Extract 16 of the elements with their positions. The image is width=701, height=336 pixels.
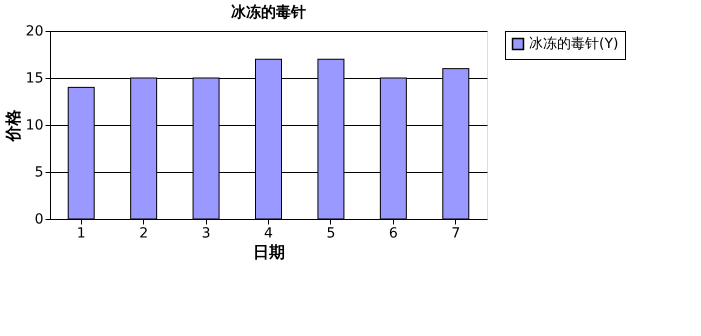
- x-tick-label: 3: [202, 226, 211, 242]
- x-axis-title: 日期: [253, 242, 285, 262]
- y-axis-title: 价格: [4, 108, 23, 142]
- y-tick-label: 5: [34, 164, 44, 180]
- x-tick-label: 1: [76, 226, 86, 242]
- y-tick-label: 10: [26, 118, 44, 134]
- x-tick-label: 4: [264, 226, 274, 242]
- legend-label: 冰冻的毒针(Y): [529, 36, 618, 52]
- x-tick-label: 6: [388, 226, 398, 242]
- chart-title: 冰冻的毒针: [231, 3, 306, 21]
- y-tick-label: 15: [26, 70, 44, 86]
- y-tick-label: 20: [26, 24, 44, 40]
- x-tick-label: 5: [326, 226, 336, 242]
- x-tick-label: 7: [451, 226, 460, 242]
- x-tick-label: 2: [139, 226, 148, 242]
- y-tick-label: 0: [34, 212, 44, 228]
